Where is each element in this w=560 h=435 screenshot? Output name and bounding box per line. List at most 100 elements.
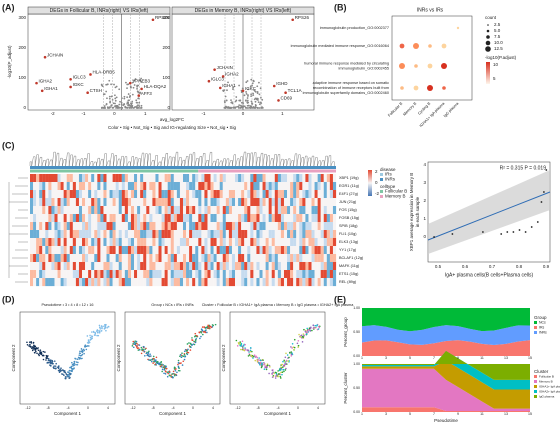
heat-cell xyxy=(63,230,67,239)
heat-cell xyxy=(48,198,52,207)
heat-cell xyxy=(94,278,98,287)
heat-cell xyxy=(42,230,46,239)
heat-cell xyxy=(118,198,122,207)
heat-cell xyxy=(277,198,282,207)
cell-point xyxy=(307,329,310,331)
heat-cell xyxy=(290,222,294,231)
heat-cell xyxy=(48,230,52,239)
cell-point xyxy=(39,349,42,351)
heat-cell xyxy=(33,190,37,199)
dot xyxy=(441,63,447,69)
cell-point xyxy=(291,347,293,349)
heat-cell xyxy=(140,174,144,183)
point xyxy=(243,94,246,97)
heat-cell xyxy=(207,270,211,279)
heat-cell xyxy=(94,222,98,231)
heat-cell xyxy=(78,182,83,191)
legend-label: 12.5 xyxy=(494,46,503,51)
heat-cell xyxy=(179,230,184,239)
heat-cell xyxy=(57,230,61,239)
heat-cell xyxy=(118,222,122,231)
heat-cell xyxy=(39,238,43,247)
cell-point xyxy=(292,346,295,349)
heat-cell xyxy=(287,270,291,279)
heat-cell xyxy=(299,246,303,255)
heat-cell xyxy=(118,182,122,191)
heat-cell xyxy=(235,190,239,199)
cell-point xyxy=(131,345,134,347)
heat-cell xyxy=(326,238,330,247)
heat-cell xyxy=(103,278,107,287)
point xyxy=(140,87,143,91)
cell-point xyxy=(155,356,158,359)
heat-cell xyxy=(94,198,98,207)
heat-cell xyxy=(170,182,174,191)
heat-cell xyxy=(241,254,245,263)
cell-point xyxy=(255,355,258,358)
heat-cell xyxy=(189,214,193,223)
point xyxy=(128,104,131,107)
gene-label: YY1 (17g) xyxy=(339,248,357,252)
heat-cell xyxy=(152,190,156,199)
heat-cell xyxy=(326,190,330,199)
heat-cell xyxy=(140,238,144,247)
cell-point xyxy=(29,346,32,348)
heat-cell xyxy=(124,262,129,271)
cell-point xyxy=(86,335,89,337)
heat-cell xyxy=(326,262,330,271)
heat-cell xyxy=(176,206,181,215)
cell-point xyxy=(152,355,155,358)
cell-point xyxy=(90,337,93,339)
point xyxy=(114,105,117,107)
heat-cell xyxy=(134,270,138,279)
heat-cell xyxy=(198,238,202,247)
point xyxy=(235,99,238,102)
heat-cell xyxy=(259,246,263,255)
heat-cell xyxy=(302,238,306,247)
heat-cell xyxy=(152,262,156,271)
heat-cell xyxy=(100,222,104,231)
heat-cell xyxy=(121,206,125,215)
legend-label: 10.0 xyxy=(494,40,503,45)
heat-cell xyxy=(317,278,321,287)
heat-cell xyxy=(241,270,245,279)
heat-cell xyxy=(302,174,306,183)
heat-cell xyxy=(293,206,297,215)
cell-point xyxy=(47,359,50,362)
heat-cell xyxy=(296,254,300,263)
heat-cell xyxy=(85,246,89,255)
heat-cell xyxy=(201,206,205,215)
cell-point xyxy=(174,366,176,369)
heat-cell xyxy=(201,262,205,271)
heat-cell xyxy=(164,238,168,247)
heat-cell xyxy=(241,262,245,271)
legend-swatch xyxy=(380,195,383,198)
heat-cell xyxy=(137,198,141,207)
heat-cell xyxy=(265,182,269,191)
heat-cell xyxy=(296,278,300,287)
cell-point xyxy=(68,375,71,377)
point xyxy=(254,100,257,103)
cell-point xyxy=(55,367,57,369)
heat-cell xyxy=(274,206,278,215)
heat-cell xyxy=(219,246,223,255)
heat-cell xyxy=(317,270,321,279)
heat-cell xyxy=(36,254,40,263)
heat-cell xyxy=(311,174,315,183)
heat-cell xyxy=(265,230,269,239)
heat-cell xyxy=(259,262,263,271)
gene-label: BCLAF1 (12g) xyxy=(339,256,364,260)
cell-point xyxy=(253,354,256,357)
point xyxy=(137,106,140,109)
heat-cell xyxy=(78,278,83,287)
cell-point xyxy=(297,339,300,342)
legend: Cluster • Follicular B • IGHA1+ IgA plas… xyxy=(202,303,355,307)
heat-cell xyxy=(42,206,46,215)
heat-cell xyxy=(130,190,135,199)
heat-cell xyxy=(152,238,156,247)
cell-point xyxy=(42,358,45,361)
gene-label: HLA-DRB5 xyxy=(92,70,115,75)
heat-cell xyxy=(112,262,116,271)
heat-cell xyxy=(36,182,40,191)
